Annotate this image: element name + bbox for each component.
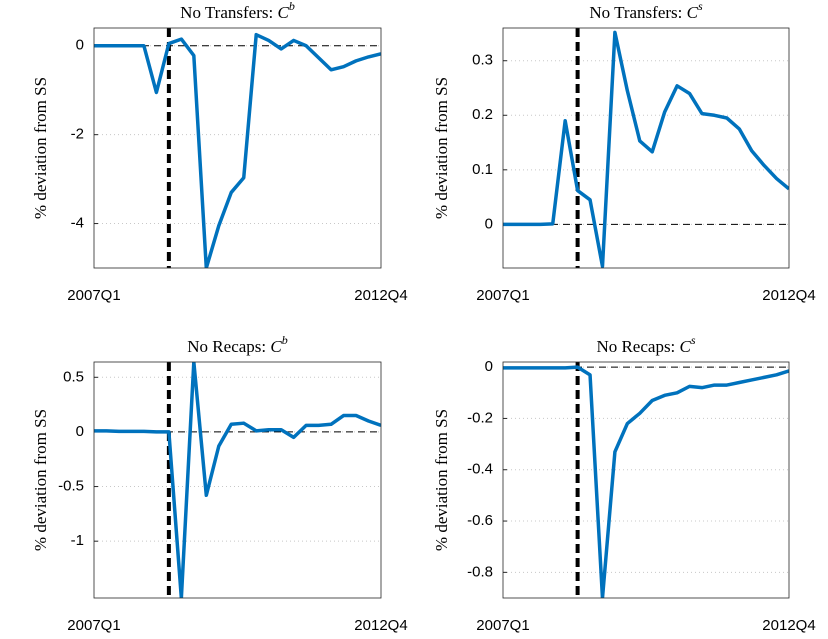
x-tick-label: 2012Q4 bbox=[354, 287, 407, 304]
title-variable: C bbox=[687, 3, 699, 22]
x-tick-label: 2012Q4 bbox=[762, 287, 815, 304]
axes-box bbox=[502, 361, 790, 599]
data-line bbox=[94, 32, 381, 268]
chart-title: No Recaps: Cb bbox=[187, 333, 287, 356]
title-variable: C bbox=[277, 3, 289, 22]
y-axis-label: % deviation from SS bbox=[432, 409, 451, 551]
plot-content bbox=[503, 362, 789, 598]
chart-title: No Recaps: Cs bbox=[596, 333, 695, 356]
y-tick-label: -1 bbox=[71, 532, 84, 549]
y-tick-label: 0.1 bbox=[472, 161, 493, 178]
subplot: -0.8 -0.6 -0.4 -0.2 0 2007Q1 2012Q4 No Recaps: … bbox=[432, 333, 816, 634]
plot-area bbox=[94, 28, 381, 268]
plot-content bbox=[94, 28, 381, 268]
y-axis-label: % deviation from SS bbox=[432, 77, 451, 219]
title-superscript: b bbox=[289, 0, 295, 13]
y-axis-label: % deviation from SS bbox=[31, 77, 50, 219]
x-tick-label: 2012Q4 bbox=[762, 617, 815, 634]
y-axis-label: % deviation from SS bbox=[31, 409, 50, 551]
title-variable: C bbox=[680, 337, 692, 356]
data-line bbox=[503, 30, 789, 268]
plot-content bbox=[503, 28, 789, 268]
plot-area bbox=[503, 362, 789, 598]
x-tick-label: 2007Q1 bbox=[476, 617, 529, 634]
x-tick-label: 2007Q1 bbox=[67, 617, 120, 634]
x-tick-label: 2007Q1 bbox=[476, 287, 529, 304]
y-tick-label: -2 bbox=[71, 126, 84, 143]
subplot: -1 -0.5 0 0.5 2007Q1 2012Q4 No Recaps: Cb % dev… bbox=[31, 333, 408, 634]
title-superscript: s bbox=[698, 0, 703, 13]
y-tick-label: 0 bbox=[76, 37, 84, 54]
chart-title: No Transfers: Cb bbox=[180, 0, 295, 22]
y-tick-label: 0.5 bbox=[63, 368, 84, 385]
y-tick-label: 0.2 bbox=[472, 106, 493, 123]
title-text: No Recaps: bbox=[596, 337, 679, 356]
y-tick-label: 0 bbox=[485, 358, 493, 375]
title-superscript: s bbox=[691, 333, 696, 347]
y-tick-label: -0.8 bbox=[467, 563, 493, 580]
axes-box bbox=[93, 27, 382, 269]
y-tick-label: -0.5 bbox=[58, 478, 84, 495]
x-tick-label: 2007Q1 bbox=[67, 287, 120, 304]
subplot: 0 0.1 0.2 0.3 2007Q1 2012Q4 No Transfers: Cs % … bbox=[432, 0, 816, 304]
y-tick-label: 0.3 bbox=[472, 52, 493, 69]
x-tick-label: 2012Q4 bbox=[354, 617, 407, 634]
title-text: No Recaps: bbox=[187, 337, 270, 356]
y-tick-label: -0.4 bbox=[467, 461, 493, 478]
y-tick-label: 0 bbox=[485, 215, 493, 232]
title-superscript: b bbox=[282, 333, 288, 347]
chart-title: No Transfers: Cs bbox=[589, 0, 703, 22]
y-tick-label: -0.6 bbox=[467, 512, 493, 529]
plot-area bbox=[94, 362, 381, 598]
subplot: -4 -2 0 2007Q1 2012Q4 No Transfers: Cb % devia… bbox=[31, 0, 408, 304]
data-line bbox=[503, 365, 789, 598]
title-variable: C bbox=[270, 337, 282, 356]
data-line bbox=[94, 362, 381, 598]
axes-box bbox=[93, 361, 382, 599]
y-tick-label: -4 bbox=[71, 215, 84, 232]
plot-content bbox=[94, 362, 381, 598]
y-tick-label: 0 bbox=[76, 423, 84, 440]
title-text: No Transfers: bbox=[180, 3, 277, 22]
y-tick-label: -0.2 bbox=[467, 409, 493, 426]
title-text: No Transfers: bbox=[589, 3, 686, 22]
axes-box bbox=[502, 27, 790, 269]
